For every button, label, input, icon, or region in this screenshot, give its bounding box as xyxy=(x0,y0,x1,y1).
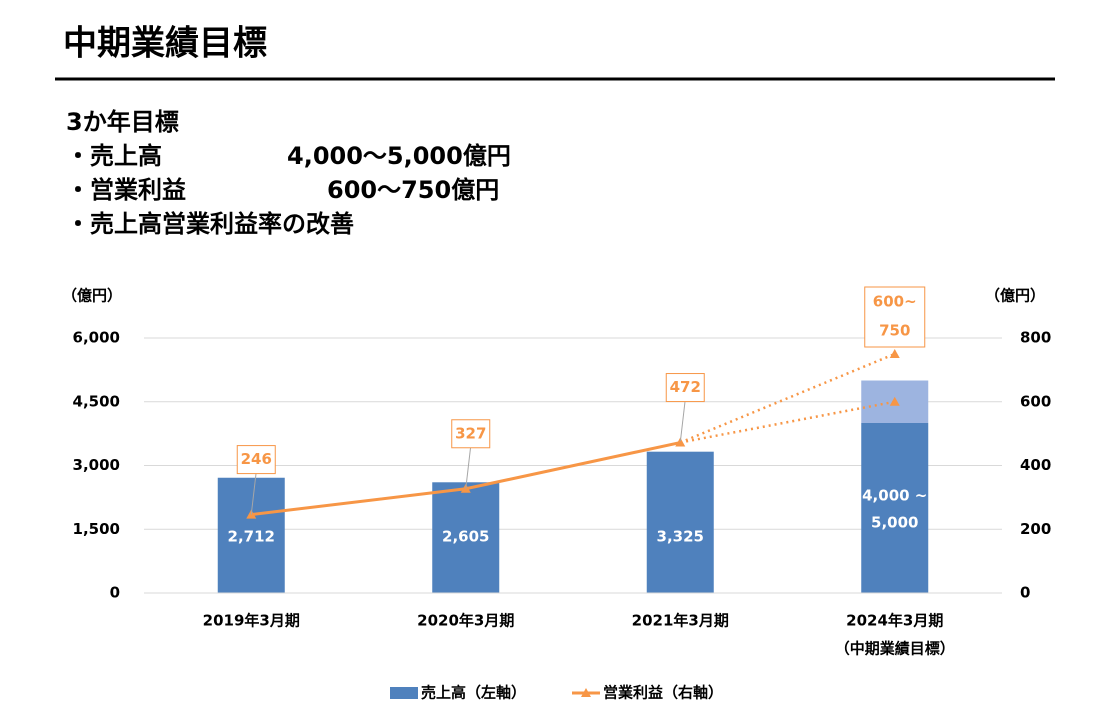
bar xyxy=(217,477,285,593)
y2-tick-label: 0 xyxy=(1020,584,1030,602)
y-unit-label: （億円） xyxy=(62,287,122,305)
x-tick-label: 2019年3月期 xyxy=(203,612,300,630)
leader xyxy=(465,445,472,489)
line-label: 327 xyxy=(455,424,486,442)
y2-tick-label: 600 xyxy=(1020,392,1051,410)
y-tick-label: 1,500 xyxy=(73,520,120,538)
label-box xyxy=(864,286,926,348)
label-box xyxy=(236,445,276,475)
bar xyxy=(861,423,929,593)
x-tick-label: 2024年3月期 xyxy=(846,612,943,630)
bullet-value: 600～750億円 xyxy=(327,176,499,204)
bullet-label: ・売上高 xyxy=(66,142,162,170)
line-label: 750 xyxy=(879,322,910,340)
label-box xyxy=(451,419,491,449)
bullet-label: ・売上高営業利益率の改善 xyxy=(66,210,354,238)
y-tick-label: 0 xyxy=(110,584,120,602)
bar-label: 3,325 xyxy=(657,528,704,546)
bar xyxy=(432,482,500,593)
y-tick-label: 3,000 xyxy=(73,456,120,474)
y-tick-label: 4,500 xyxy=(73,392,120,410)
y2-unit-label: （億円） xyxy=(985,287,1045,305)
legend-swatch xyxy=(581,688,591,697)
target-line xyxy=(680,400,895,444)
bar-label: 5,000 xyxy=(871,514,918,532)
y-tick-label: 6,000 xyxy=(73,329,120,347)
leader xyxy=(679,399,686,443)
y2-tick-label: 200 xyxy=(1020,520,1051,538)
bullet-value: 4,000～5,000億円 xyxy=(287,142,511,170)
bar xyxy=(646,451,714,593)
legend-label: 営業利益（右軸） xyxy=(603,684,723,702)
x-tick-label: （中期業績目標） xyxy=(835,640,955,658)
marker xyxy=(889,396,900,406)
label-box xyxy=(665,373,705,403)
line-label: 600~ xyxy=(873,293,917,311)
slide-title: 中期業績目標 xyxy=(63,24,267,64)
leader xyxy=(250,471,257,515)
subtitle: 3か年目標 xyxy=(66,108,179,136)
y2-tick-label: 800 xyxy=(1020,329,1051,347)
line-label: 246 xyxy=(241,450,272,468)
line-label: 472 xyxy=(670,378,701,396)
bar-label: 2,712 xyxy=(228,528,275,546)
legend-swatch xyxy=(390,687,418,699)
x-tick-label: 2020年3月期 xyxy=(417,612,514,630)
target-line xyxy=(679,352,896,444)
bar-label: 4,000 ~ xyxy=(862,487,927,505)
bar-label: 2,605 xyxy=(442,528,489,546)
marker xyxy=(889,348,900,358)
bullet-label: ・営業利益 xyxy=(66,176,186,204)
y2-tick-label: 400 xyxy=(1020,456,1051,474)
x-tick-label: 2021年3月期 xyxy=(632,612,729,630)
legend-label: 売上高（左軸） xyxy=(421,684,526,702)
